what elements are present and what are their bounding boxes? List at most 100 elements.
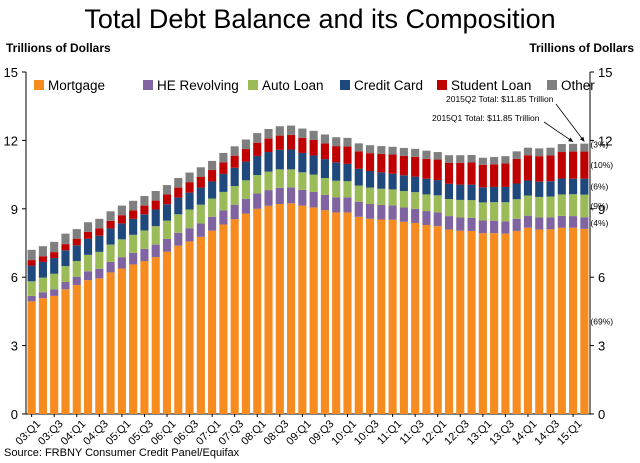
- bar-credit-card-03:Q2: [38, 261, 47, 278]
- bar-student-loan-10:Q3: [365, 153, 375, 171]
- bar-other-15:Q2: [580, 143, 589, 152]
- bar-he-revolving-04:Q2: [83, 271, 93, 281]
- bar-auto-loan-10:Q3: [365, 187, 375, 205]
- bar-student-loan-14:Q4: [557, 152, 566, 179]
- bar-he-revolving-04:Q4: [106, 261, 115, 273]
- bar-mortgage-13:Q1: [478, 233, 487, 414]
- bar-auto-loan-08:Q3: [275, 169, 284, 188]
- bar-mortgage-06:Q2: [174, 245, 183, 414]
- bar-other-10:Q2: [354, 143, 363, 152]
- legend-swatch-student-loan: [437, 80, 447, 90]
- bar-credit-card-04:Q1: [72, 245, 81, 262]
- bar-other-15:Q1: [569, 143, 578, 152]
- bar-mortgage-07:Q3: [230, 219, 239, 414]
- left-axis-unit: Trillions of Dollars: [6, 41, 111, 55]
- bar-student-loan-07:Q1: [208, 170, 217, 182]
- bar-auto-loan-14:Q1: [523, 195, 533, 216]
- bar-he-revolving-13:Q3: [501, 221, 510, 234]
- bar-other-07:Q2: [219, 152, 228, 163]
- bar-auto-loan-12:Q1: [433, 195, 442, 213]
- bar-credit-card-03:Q1: [27, 265, 36, 282]
- bar-other-07:Q4: [241, 139, 251, 150]
- composition-label-he-revolving: (4%): [590, 218, 608, 228]
- bar-mortgage-04:Q1: [72, 284, 81, 414]
- bar-he-revolving-05:Q1: [117, 257, 126, 269]
- bar-credit-card-04:Q2: [83, 238, 93, 255]
- bar-mortgage-14:Q1: [523, 227, 533, 414]
- bar-mortgage-03:Q2: [38, 298, 47, 414]
- bar-he-revolving-09:Q1: [298, 189, 307, 206]
- bar-auto-loan-06:Q4: [196, 204, 205, 224]
- bar-he-revolving-08:Q3: [275, 187, 284, 205]
- legend-swatch-he-revolving: [143, 80, 153, 90]
- bar-student-loan-10:Q4: [377, 153, 386, 173]
- bar-auto-loan-03:Q1: [27, 281, 36, 296]
- bar-auto-loan-12:Q2: [444, 198, 454, 217]
- y-tick-label-left: 0: [11, 407, 18, 422]
- bar-mortgage-11:Q4: [422, 224, 431, 414]
- bar-other-07:Q1: [208, 160, 217, 171]
- bar-he-revolving-11:Q1: [388, 205, 397, 220]
- bar-auto-loan-08:Q4: [287, 169, 296, 188]
- bar-student-loan-13:Q3: [501, 163, 510, 187]
- bar-credit-card-05:Q3: [140, 214, 149, 231]
- bar-credit-card-06:Q1: [162, 204, 172, 221]
- bar-other-05:Q1: [117, 205, 126, 216]
- bar-other-05:Q2: [129, 200, 138, 211]
- annotation-arrowhead: [568, 137, 574, 142]
- bar-student-loan-11:Q4: [422, 158, 431, 179]
- annotation-text: 2015Q2 Total: $11.85 Trillion: [446, 94, 554, 104]
- bar-student-loan-12:Q4: [467, 162, 476, 185]
- y-tick-label-right: 9: [598, 202, 605, 217]
- bar-auto-loan-05:Q2: [129, 234, 138, 253]
- legend-swatch-credit-card: [340, 80, 350, 90]
- bar-he-revolving-14:Q4: [557, 215, 566, 228]
- bar-mortgage-06:Q1: [162, 251, 172, 414]
- bar-student-loan-07:Q2: [219, 162, 228, 174]
- bar-other-13:Q4: [512, 151, 521, 159]
- bar-student-loan-03:Q3: [50, 252, 59, 259]
- bar-other-11:Q3: [411, 148, 420, 157]
- bar-credit-card-06:Q4: [196, 187, 205, 205]
- bar-he-revolving-04:Q3: [95, 268, 104, 279]
- bar-auto-loan-05:Q3: [140, 230, 149, 249]
- bar-student-loan-09:Q3: [320, 143, 329, 160]
- bar-other-14:Q1: [523, 147, 533, 156]
- bar-credit-card-07:Q1: [208, 181, 217, 199]
- bar-student-loan-09:Q4: [332, 146, 341, 163]
- legend-label-student-loan: Student Loan: [451, 78, 531, 93]
- right-axis-unit: Trillions of Dollars: [529, 41, 634, 55]
- bar-mortgage-04:Q4: [106, 272, 115, 414]
- bar-credit-card-14:Q2: [535, 181, 544, 197]
- bar-mortgage-04:Q3: [95, 278, 104, 414]
- bar-credit-card-07:Q3: [230, 167, 239, 186]
- bar-he-revolving-11:Q3: [411, 208, 420, 223]
- bar-student-loan-04:Q1: [72, 238, 81, 246]
- bar-student-loan-10:Q2: [354, 151, 363, 169]
- bar-student-loan-06:Q3: [185, 182, 194, 193]
- bar-mortgage-15:Q1: [569, 227, 578, 414]
- bar-other-12:Q1: [433, 152, 442, 160]
- bar-auto-loan-07:Q2: [219, 191, 228, 211]
- bar-other-03:Q3: [50, 241, 59, 253]
- bar-auto-loan-14:Q4: [557, 194, 566, 216]
- bar-student-loan-14:Q3: [546, 155, 555, 182]
- bar-other-12:Q2: [444, 155, 454, 163]
- bar-he-revolving-03:Q3: [50, 289, 59, 296]
- bar-credit-card-08:Q3: [275, 149, 284, 170]
- bar-auto-loan-06:Q2: [174, 214, 183, 233]
- bar-he-revolving-09:Q2: [309, 191, 318, 208]
- bar-he-revolving-09:Q4: [332, 197, 341, 213]
- bar-mortgage-07:Q1: [208, 230, 217, 414]
- bar-other-03:Q1: [27, 249, 36, 261]
- bar-student-loan-10:Q1: [343, 146, 352, 164]
- bar-auto-loan-10:Q2: [354, 185, 363, 202]
- bar-mortgage-09:Q2: [309, 207, 318, 414]
- bar-he-revolving-12:Q1: [433, 212, 442, 227]
- bar-student-loan-08:Q4: [287, 134, 296, 150]
- bar-student-loan-05:Q1: [117, 215, 126, 224]
- bar-student-loan-04:Q2: [83, 231, 93, 239]
- bar-student-loan-07:Q4: [241, 149, 251, 162]
- bar-mortgage-14:Q3: [546, 229, 555, 414]
- bar-he-revolving-15:Q2: [580, 217, 589, 229]
